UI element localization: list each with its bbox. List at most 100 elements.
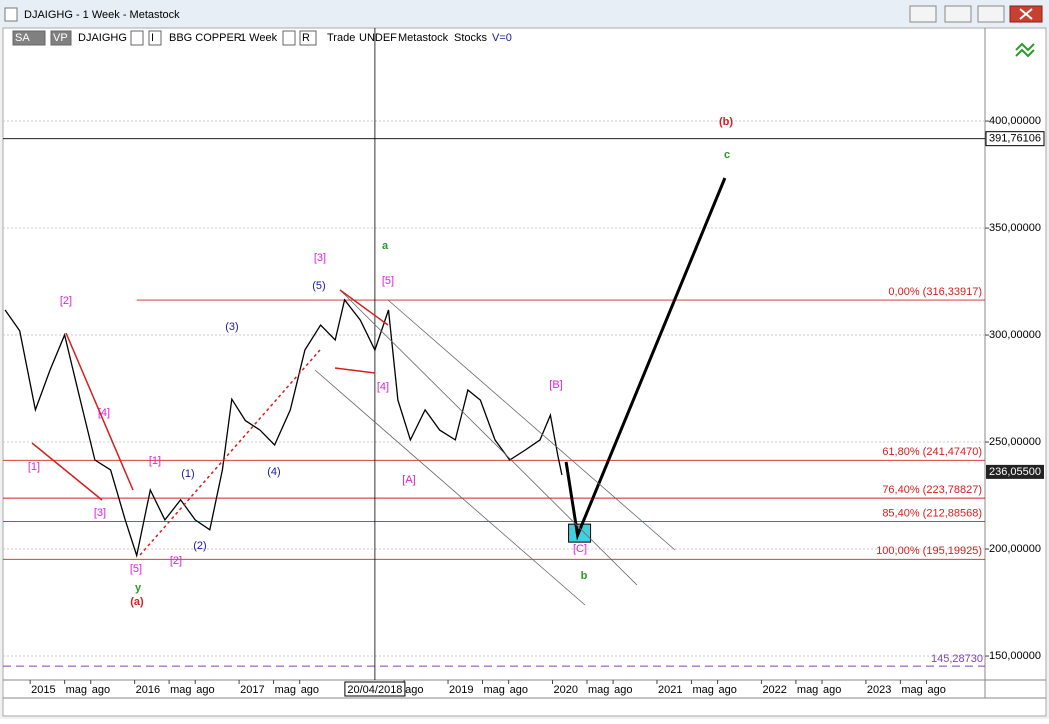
x-tick-label: mag xyxy=(692,684,713,696)
dropdown[interactable] xyxy=(130,30,144,46)
x-tick-label: ago xyxy=(614,684,632,696)
minimize-button[interactable] xyxy=(944,5,972,23)
toolbar-button[interactable] xyxy=(299,30,317,46)
x-tick-label: mag xyxy=(588,684,609,696)
y-tick-label: 250,00000 xyxy=(989,436,1041,448)
x-tick-label: 2022 xyxy=(762,684,786,696)
wave-label: (b) xyxy=(719,116,733,128)
x-tick-label: 2015 xyxy=(31,684,55,696)
trend-lines xyxy=(31,289,389,556)
window-title: DJAIGHG - 1 Week - Metastock xyxy=(24,9,180,21)
crosshair-date-box xyxy=(344,681,406,697)
wave-label: b xyxy=(581,570,588,582)
app-icon xyxy=(4,7,18,22)
maximize-button[interactable] xyxy=(977,5,1005,23)
title-bar xyxy=(0,0,1049,28)
wave-label: [2] xyxy=(170,555,182,567)
x-tick-label: 2020 xyxy=(554,684,578,696)
crosshair-value-box xyxy=(985,131,1045,147)
wave-label: [2] xyxy=(60,295,72,307)
wave-label: (1) xyxy=(181,468,194,480)
x-tick-label: mag xyxy=(901,684,922,696)
marker-line-label: 145,28730 xyxy=(931,653,983,665)
x-tick-label: mag xyxy=(170,684,191,696)
wave-label: [5] xyxy=(382,275,394,287)
wave-label: y xyxy=(135,582,142,594)
x-tick-label: ago xyxy=(927,684,945,696)
toolbar-item[interactable]: UNDEF xyxy=(359,32,397,44)
toolbar-item[interactable]: DJAIGHG xyxy=(78,32,127,44)
x-tick-label: ago xyxy=(196,684,214,696)
wave-label: (3) xyxy=(225,321,238,333)
toolbar-item[interactable]: V=0 xyxy=(492,32,512,44)
y-tick-label: 350,00000 xyxy=(989,222,1041,234)
toolbar-item[interactable]: VP xyxy=(53,32,68,44)
x-tick-label: ago xyxy=(719,684,737,696)
y-tick-label: 200,00000 xyxy=(989,543,1041,555)
price-line xyxy=(4,298,563,559)
close-icon xyxy=(1019,8,1033,20)
toolbar-item[interactable]: Trade xyxy=(327,32,355,44)
wave-label: [5] xyxy=(130,563,142,575)
y-tick-label: 150,00000 xyxy=(989,650,1041,662)
wave-label: [B] xyxy=(549,379,562,391)
x-tick-label: 2023 xyxy=(867,684,891,696)
last-price-label: 236,05500 xyxy=(989,466,1041,478)
toolbar-button[interactable] xyxy=(50,30,72,46)
fib-label: 76,40% (223,78827) xyxy=(882,484,982,496)
fib-label: 85,40% (212,88568) xyxy=(882,507,982,519)
crosshair-date: 20/04/2018 xyxy=(347,684,402,696)
wave-label: [A] xyxy=(402,474,415,486)
y-tick-label: 300,00000 xyxy=(989,329,1041,341)
x-tick-label: ago xyxy=(92,684,110,696)
x-tick-label: mag xyxy=(275,684,296,696)
x-tick-label: mag xyxy=(484,684,505,696)
channel-lines xyxy=(314,289,676,606)
x-tick-label: 2017 xyxy=(240,684,264,696)
toolbar-button[interactable] xyxy=(148,30,162,46)
wave-label: c xyxy=(724,149,730,161)
window-buttons[interactable] xyxy=(909,5,1043,23)
y-tick-label: 400,00000 xyxy=(989,115,1041,127)
toolbar-item[interactable]: BBG COPPER xyxy=(169,32,242,44)
wave-label: [1] xyxy=(149,455,161,467)
x-tick-label: 2019 xyxy=(449,684,473,696)
fib-label: 100,00% (195,19925) xyxy=(876,545,982,557)
x-tick-label: ago xyxy=(301,684,319,696)
toolbar-item[interactable]: Metastock xyxy=(398,32,449,44)
toolbar-item[interactable]: 1 Week xyxy=(240,32,278,44)
fib-label: 61,80% (241,47470) xyxy=(882,446,982,458)
wave-label: (4) xyxy=(267,466,280,478)
toolbar-icon[interactable] xyxy=(1015,42,1035,58)
wave-label: (a) xyxy=(130,596,144,608)
wave-label: (2) xyxy=(193,540,206,552)
x-tick-label: ago xyxy=(405,684,423,696)
x-tick-label: ago xyxy=(823,684,841,696)
toolbar-item[interactable]: Stocks xyxy=(454,32,488,44)
chart-panel xyxy=(2,27,1047,717)
wave-label: [1] xyxy=(28,461,40,473)
plot-area: 150,00000 200,00000 250,00000 300,00000 350,… xyxy=(3,28,1045,697)
toolbar-item[interactable]: I xyxy=(151,32,154,44)
x-tick-label: mag xyxy=(797,684,818,696)
wave-label: [C] xyxy=(573,543,587,555)
x-tick-label: mag xyxy=(66,684,87,696)
x-tick-label: 2016 xyxy=(136,684,160,696)
fib-label: 0,00% (316,33917) xyxy=(888,286,982,298)
projection-line xyxy=(564,177,727,541)
x-tick-label: 2021 xyxy=(658,684,682,696)
wave-label: [3] xyxy=(94,507,106,519)
toolbar-item[interactable]: R xyxy=(302,32,310,44)
crosshair-value: 391,76106 xyxy=(989,133,1041,145)
restore-button[interactable] xyxy=(909,5,937,23)
toolbar-item[interactable]: SA xyxy=(15,32,30,44)
wave-label: [4] xyxy=(377,381,389,393)
toolbar-button[interactable] xyxy=(12,30,46,46)
wave-label: (5) xyxy=(312,280,325,292)
wave-label: a xyxy=(382,240,389,252)
wave-label: [3] xyxy=(314,252,326,264)
x-tick-label: ago xyxy=(510,684,528,696)
dropdown[interactable] xyxy=(282,30,296,46)
